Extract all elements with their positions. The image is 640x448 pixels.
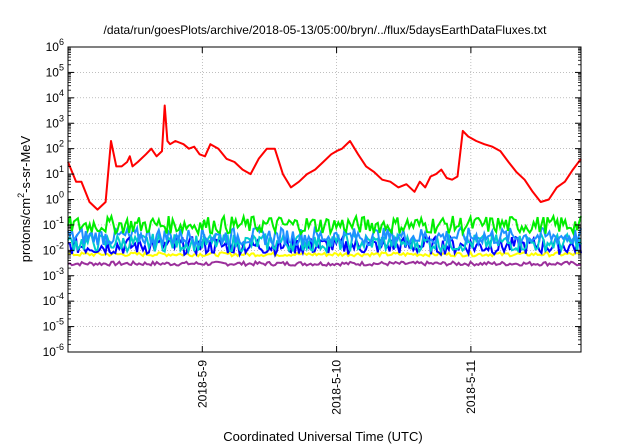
y-tick-label: 10-5 [43, 317, 64, 334]
y-tick-label: 10-6 [43, 342, 64, 359]
y-axis: 10-6 10-5 10-4 10-3 10-2 10-1 100 101 102 103 104 1… [43, 37, 581, 359]
y-tick-label: 104 [46, 88, 64, 105]
y-tick-label: 10-4 [43, 291, 64, 308]
y-tick-label: 10-1 [43, 215, 64, 232]
y-axis-label-part3: -s-sr-MeV [18, 135, 33, 192]
x-tick-label: 2018-5-11 [464, 360, 478, 414]
series-layer [67, 104, 582, 268]
series-line [67, 224, 582, 249]
y-tick-label: 10-2 [43, 240, 64, 257]
series-line [67, 259, 582, 268]
y-tick-label: 101 [46, 164, 64, 181]
x-tick-label: 2018-5-10 [330, 360, 344, 415]
y-tick-label: 102 [46, 139, 64, 156]
y-tick-label: 100 [46, 190, 64, 207]
x-axis-label: Coordinated Universal Time (UTC) [223, 429, 422, 444]
chart-title: /data/run/goesPlots/archive/2018-05-13/0… [104, 23, 548, 37]
y-tick-label: 103 [46, 113, 64, 130]
y-axis-label-part1: protons/cm [18, 198, 33, 262]
y-axis-label-superscript: 2 [16, 193, 26, 198]
x-axis: 2018-5-9 2018-5-10 2018-5-11 [195, 47, 478, 415]
y-axis-label: protons/cm2-s-sr-MeV [16, 135, 33, 262]
series-line-red [67, 104, 582, 211]
x-tick-label: 2018-5-9 [195, 360, 209, 408]
plot-frame [67, 46, 582, 353]
y-tick-label: 10-3 [43, 266, 64, 283]
y-tick-label: 106 [46, 37, 64, 54]
y-tick-label: 105 [46, 62, 64, 79]
series-line [67, 212, 582, 237]
grid-lines [68, 47, 581, 352]
